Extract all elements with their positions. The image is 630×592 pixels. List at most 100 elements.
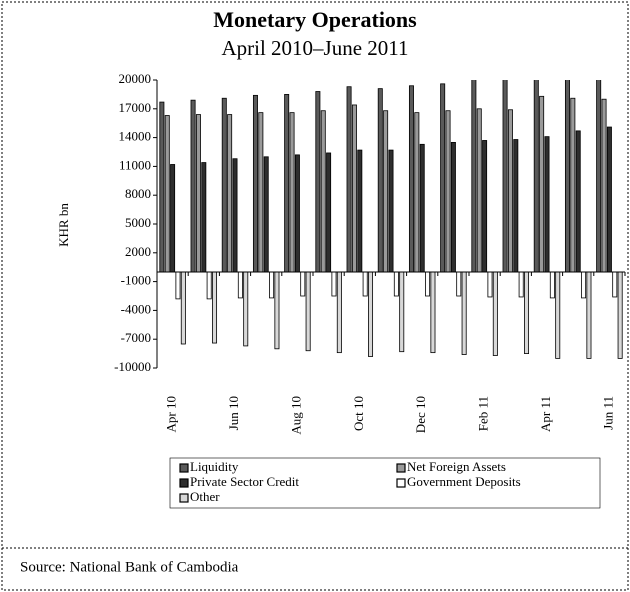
bar (425, 271, 431, 297)
bar (570, 97, 576, 273)
bar (445, 110, 451, 273)
bar (180, 271, 186, 345)
bar (544, 136, 550, 273)
bar (190, 99, 196, 273)
chart-title: Monetary Operations (213, 7, 417, 32)
bar (450, 141, 456, 273)
y-tick-label: 2000 (125, 244, 151, 259)
y-tick-label: -1000 (121, 273, 151, 288)
x-tick-label: Apr 10 (164, 396, 179, 432)
y-tick-label: 11000 (119, 157, 151, 172)
y-tick-label: 8000 (125, 186, 151, 201)
bar (399, 271, 405, 353)
bar (377, 88, 383, 273)
x-tick-label: Oct 10 (351, 396, 366, 431)
y-tick-label: 20000 (119, 71, 152, 86)
bar (617, 271, 623, 359)
bar (232, 158, 238, 273)
bar (243, 271, 249, 347)
legend-label: Net Foreign Assets (407, 459, 506, 474)
bar (383, 110, 389, 273)
bar (507, 109, 513, 273)
legend-swatch (179, 463, 189, 473)
bar (388, 149, 394, 273)
bar (581, 271, 587, 299)
bar (331, 271, 337, 297)
legend-swatch (396, 463, 406, 473)
bar (524, 271, 530, 354)
bar (549, 271, 555, 299)
bar (606, 126, 612, 273)
bar (612, 271, 618, 298)
y-tick-label: 17000 (119, 100, 152, 115)
bar (440, 83, 446, 273)
bar (487, 271, 493, 298)
bar (274, 271, 280, 350)
bar (586, 271, 592, 359)
bar (430, 271, 436, 354)
bar (555, 271, 561, 359)
x-tick-label: Jun 11 (600, 396, 615, 430)
bar (336, 271, 342, 354)
bar (320, 110, 326, 273)
bar (175, 271, 181, 300)
legend-label: Liquidity (190, 459, 239, 474)
bar (289, 112, 295, 273)
bar (164, 115, 170, 273)
bar (502, 80, 508, 273)
bar (471, 80, 477, 273)
bar (518, 271, 524, 298)
bar (300, 271, 306, 297)
bar (351, 104, 357, 273)
bar (456, 271, 462, 297)
bar (284, 94, 290, 273)
bar (596, 80, 602, 273)
bar (539, 95, 545, 273)
legend-swatch (396, 478, 406, 488)
y-tick-label: 5000 (125, 215, 151, 230)
bar (269, 271, 275, 299)
bar (362, 271, 368, 297)
bar (315, 91, 321, 273)
bar (408, 85, 414, 273)
bar (195, 114, 201, 273)
bar (601, 98, 607, 273)
y-tick-label: 14000 (119, 129, 152, 144)
y-tick-label: -4000 (121, 301, 151, 316)
bar (252, 94, 258, 273)
bar (170, 164, 176, 273)
bars (159, 80, 623, 359)
bar (294, 154, 300, 273)
bar (368, 271, 374, 357)
bar (227, 114, 233, 273)
source: Source: National Bank of Cambodia (20, 559, 239, 575)
bar (513, 139, 519, 273)
bar (159, 101, 165, 273)
bar (564, 80, 570, 273)
x-tick-label: Aug 10 (288, 396, 303, 435)
bar (393, 271, 399, 297)
bar (357, 149, 363, 273)
x-tick-label: Feb 11 (476, 396, 491, 431)
y-tick-label: -7000 (121, 330, 151, 345)
bar (419, 143, 425, 273)
bar (461, 271, 467, 355)
legend-label: Other (190, 489, 220, 504)
bar (237, 271, 243, 299)
bar (414, 112, 420, 273)
bar (346, 86, 352, 273)
legend-label: Government Deposits (407, 474, 521, 489)
bar (482, 140, 488, 273)
x-tick-label: Jun 10 (226, 396, 241, 430)
bar (476, 108, 482, 273)
y-tick-label: -10000 (114, 359, 151, 374)
x-tick-label: Dec 10 (413, 396, 428, 433)
bar (206, 271, 212, 300)
bar (575, 130, 581, 273)
bar (533, 80, 539, 273)
bar (492, 271, 498, 356)
legend-swatch (179, 478, 189, 488)
x-tick-label: Apr 11 (538, 396, 553, 432)
